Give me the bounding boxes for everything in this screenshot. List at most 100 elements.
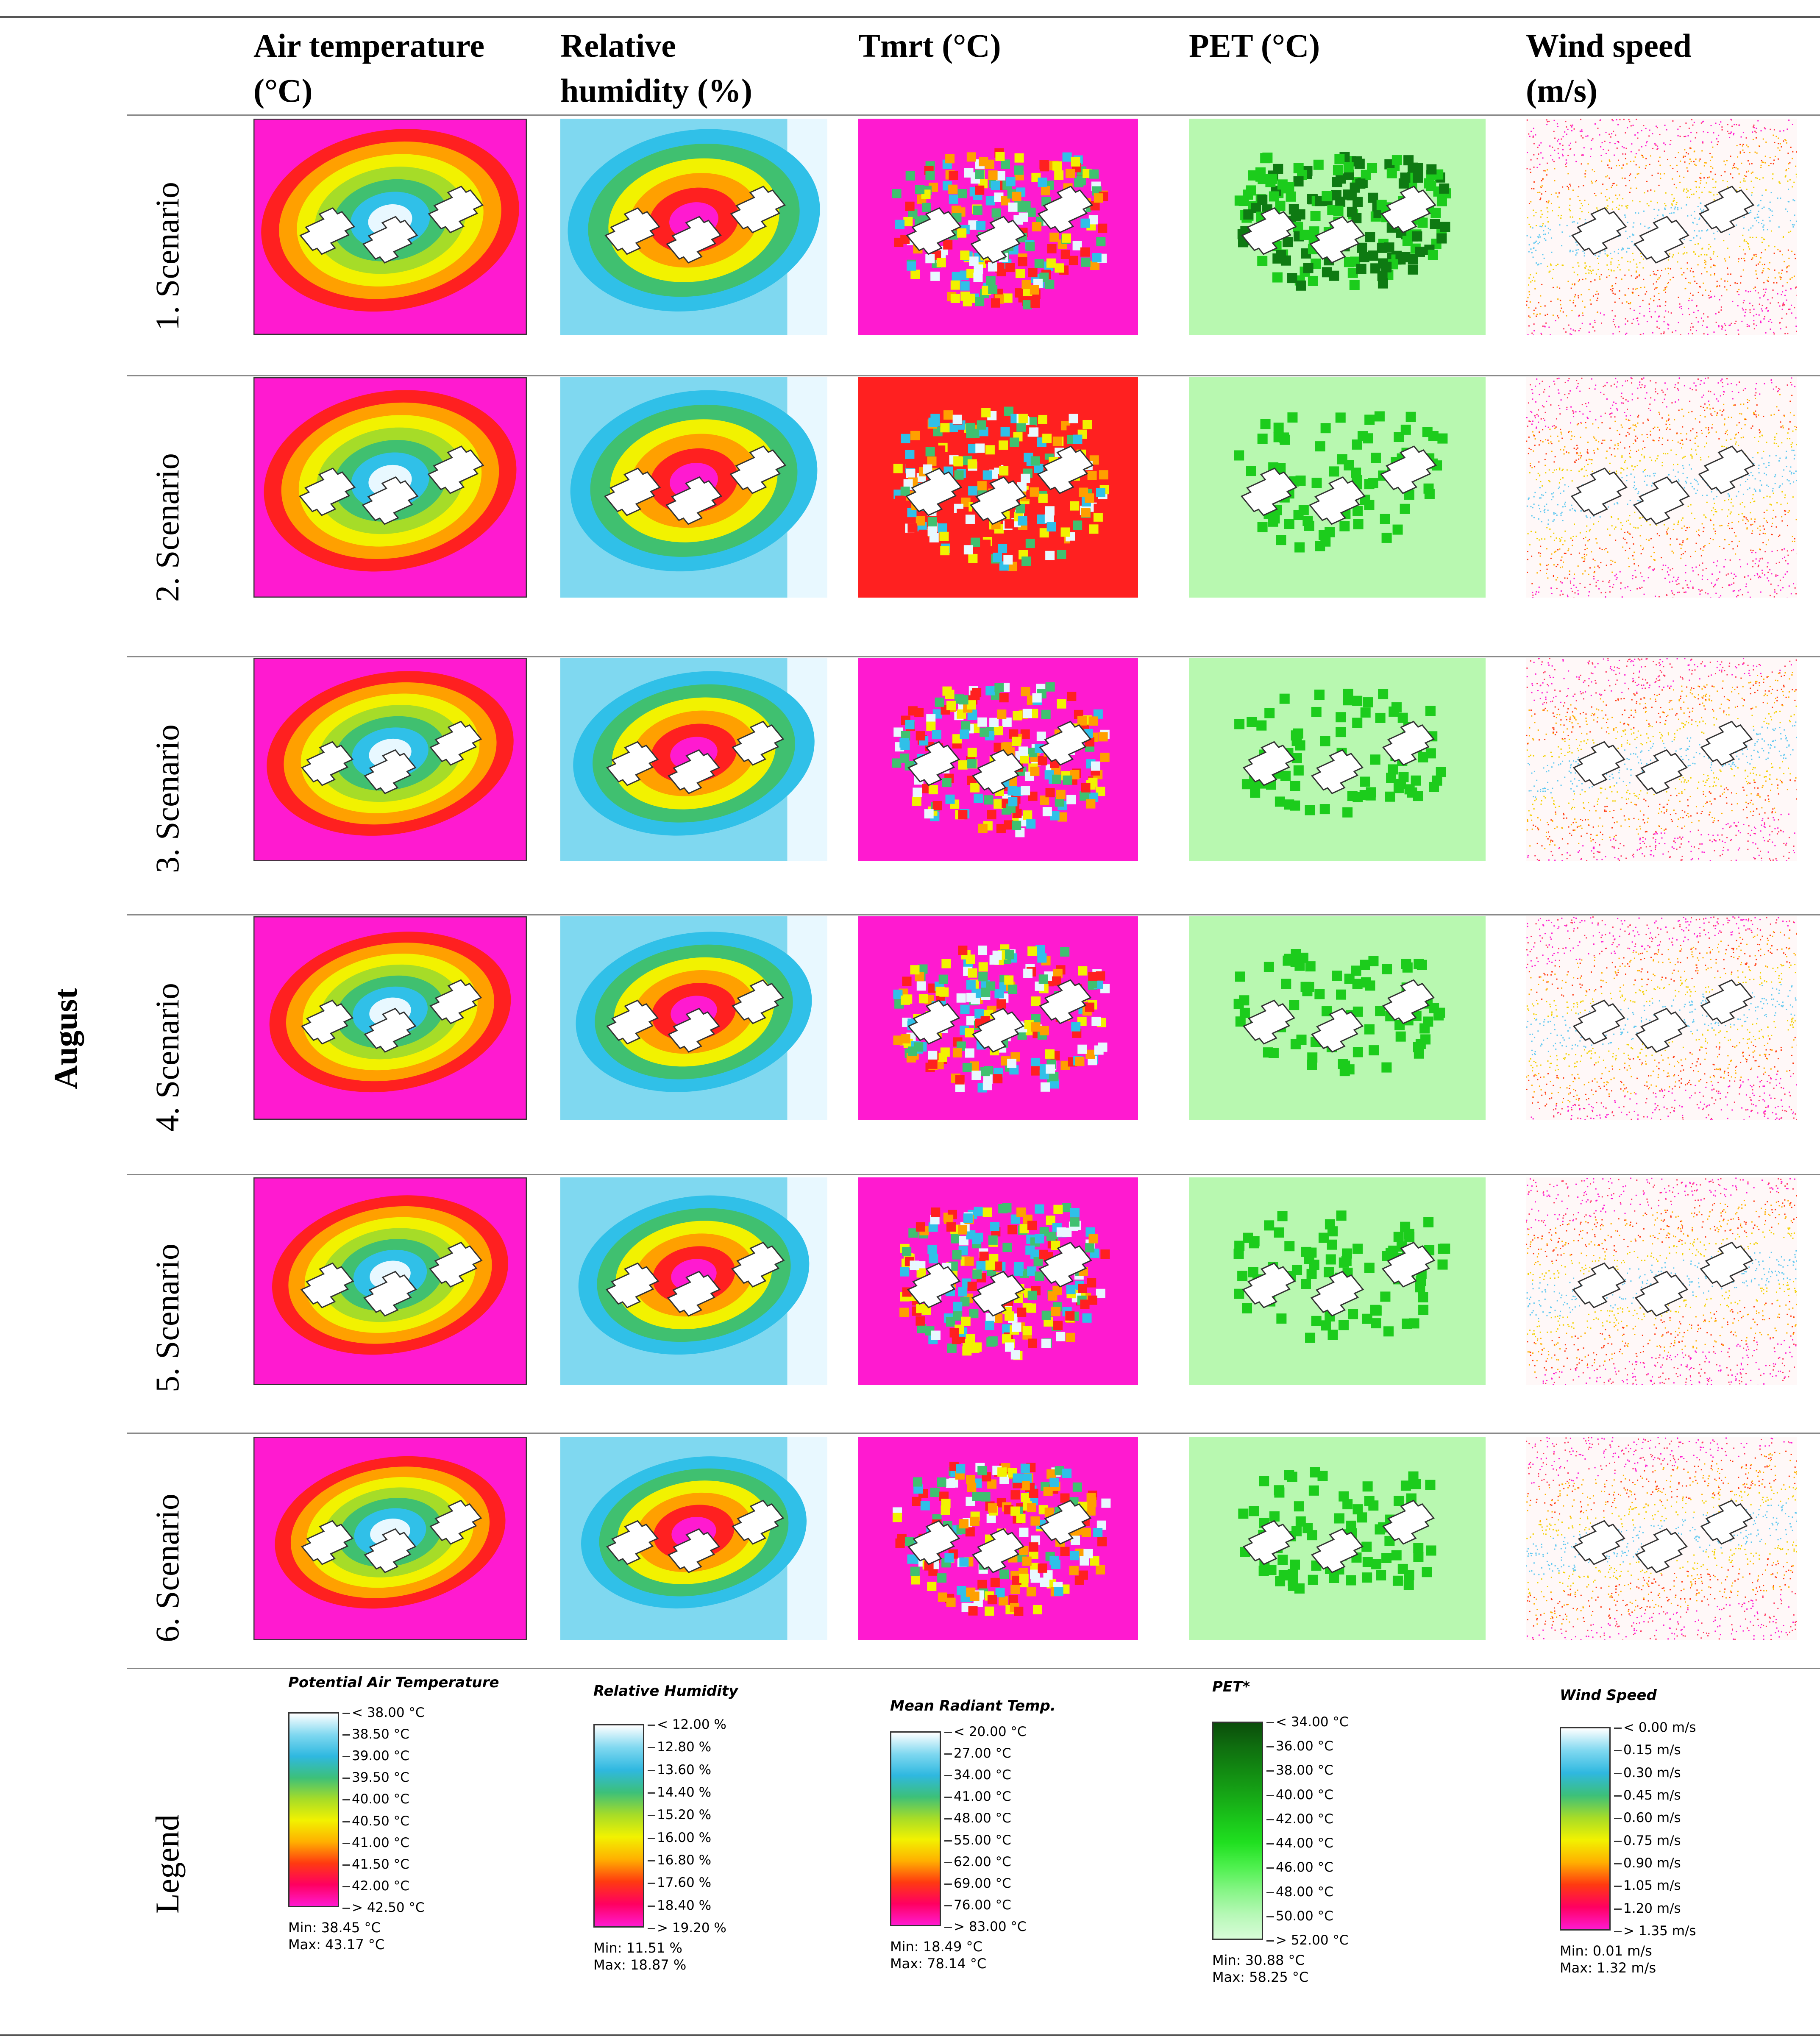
legend-min-max: Min: 38.45 °C Max: 43.17 °C: [288, 1919, 384, 1953]
legend-max-value: Max: 78.14 °C: [890, 1956, 987, 1972]
legend-tick-label: 40.50 °C: [342, 1813, 409, 1829]
legend-tick-label: > 52.00 °C: [1266, 1933, 1349, 1948]
legend-tick-label: 39.50 °C: [342, 1770, 409, 1786]
legend-tick-label: 0.60 m/s: [1614, 1810, 1681, 1826]
building-footprint: [907, 1520, 960, 1565]
building-footprint: [1241, 207, 1297, 255]
legend-tick-label: < 12.00 %: [648, 1717, 726, 1732]
building-footprint: [300, 1262, 354, 1308]
row-divider-4: [127, 1174, 1820, 1175]
building-footprint: [1309, 216, 1365, 264]
map-air-temperature-scenario-5: [253, 1177, 527, 1385]
legend-tick-label: 0.90 m/s: [1614, 1856, 1681, 1871]
building-footprint: [907, 999, 960, 1045]
building-footprint: [1572, 741, 1625, 786]
building-footprint: [1571, 207, 1627, 255]
building-footprint: [604, 207, 660, 255]
map-pet-scenario-1: [1189, 119, 1486, 335]
map-air-temperature-scenario-3: [253, 658, 527, 861]
legend-tick-label: 55.00 °C: [944, 1832, 1011, 1848]
legend-tick-label: 17.60 %: [647, 1875, 712, 1891]
legend-color-bar: [288, 1712, 339, 1907]
building-footprint: [606, 741, 659, 786]
column-header-wind-speed: Wind speed (m/s): [1526, 27, 1692, 109]
building-footprint: [732, 1500, 785, 1545]
map-relative-humidity-scenario-4: [560, 916, 827, 1120]
building-footprint: [971, 1007, 1025, 1053]
building-footprint: [1700, 979, 1753, 1024]
building-footprint: [1380, 185, 1436, 234]
map-relative-humidity-scenario-1: [560, 119, 827, 335]
legend-tick-label: > 42.50 °C: [342, 1900, 425, 1915]
row-label-scenario-2: 2. Scenario: [149, 453, 186, 602]
building-footprint: [1382, 721, 1435, 766]
legend-title: Wind Speed: [1560, 1687, 1657, 1704]
building-footprint: [971, 749, 1025, 794]
building-footprint: [1381, 1241, 1436, 1288]
map-air-temperature-scenario-6: [253, 1437, 527, 1640]
building-footprint: [301, 741, 354, 786]
building-footprint: [429, 979, 482, 1024]
building-footprint: [605, 1262, 660, 1308]
legend-title: Potential Air Temperature: [288, 1674, 499, 1691]
legend-tick-label: < 0.00 m/s: [1614, 1720, 1696, 1735]
legend-min-value: Min: 18.49 °C: [890, 1939, 982, 1955]
building-footprint: [1311, 1007, 1364, 1053]
building-footprint: [971, 1271, 1025, 1317]
building-footprint: [667, 1271, 721, 1317]
map-wind-speed-scenario-1: [1526, 119, 1797, 335]
building-footprint: [969, 476, 1027, 525]
legend-min-value: Min: 38.45 °C: [288, 1920, 381, 1936]
map-relative-humidity-scenario-6: [560, 1437, 827, 1640]
building-footprint: [1242, 1520, 1296, 1565]
building-footprint: [665, 476, 723, 525]
building-footprint: [1037, 445, 1094, 494]
legend-tick-label: 18.40 %: [647, 1897, 712, 1913]
row-label-scenario-5: 5. Scenario: [149, 1244, 186, 1392]
legend-tick-label: 48.00 °C: [944, 1811, 1011, 1826]
building-footprint: [1698, 185, 1755, 234]
map-wind-speed-scenario-3: [1526, 658, 1797, 861]
map-pet-scenario-6: [1189, 1437, 1486, 1640]
legend-tick-label: 0.15 m/s: [1614, 1742, 1681, 1758]
building-footprint: [362, 216, 418, 264]
row-label-legend: Legend: [149, 1814, 186, 1914]
legend-tick-label: 42.00 °C: [1266, 1811, 1333, 1827]
building-footprint: [1308, 476, 1366, 525]
building-footprint: [1700, 721, 1753, 766]
map-tmrt-scenario-2: [858, 377, 1138, 598]
legend-max-value: Max: 18.87 %: [593, 1957, 687, 1973]
legend-tick-label: 50.00 °C: [1266, 1908, 1333, 1924]
legend-max-value: Max: 58.25 °C: [1212, 1969, 1309, 1985]
building-footprint: [1039, 979, 1092, 1024]
legend-tick-label: > 1.35 m/s: [1614, 1923, 1696, 1939]
building-footprint: [1633, 476, 1690, 525]
building-footprint: [1572, 1520, 1625, 1565]
building-footprint: [1037, 185, 1094, 234]
building-footprint: [1700, 1241, 1753, 1288]
legend-tick-label: 44.00 °C: [1266, 1836, 1333, 1851]
legend-tick-label: 36.00 °C: [1266, 1739, 1333, 1754]
top-rule: [0, 16, 1820, 18]
map-pet-scenario-3: [1189, 658, 1486, 861]
legend-min-max: Min: 18.49 °C Max: 78.14 °C: [890, 1938, 986, 1972]
legend-color-bar: [1560, 1727, 1611, 1931]
legend-title: PET*: [1212, 1678, 1250, 1695]
building-footprint: [1572, 999, 1625, 1045]
map-pet-scenario-5: [1189, 1177, 1486, 1385]
building-footprint: [1382, 979, 1435, 1024]
building-footprint: [1039, 1500, 1092, 1545]
legend-tick-label: 14.40 %: [647, 1785, 712, 1800]
legend-tick-label: 34.00 °C: [944, 1767, 1011, 1783]
map-tmrt-scenario-4: [858, 916, 1138, 1120]
building-footprint: [299, 467, 356, 516]
legend-tick-label: 39.00 °C: [342, 1748, 409, 1764]
building-footprint: [1242, 741, 1296, 786]
map-air-temperature-scenario-2: [253, 377, 527, 598]
legend-tick-label: 41.00 °C: [342, 1835, 409, 1850]
building-footprint: [301, 1520, 354, 1565]
map-pet-scenario-4: [1189, 916, 1486, 1120]
building-footprint: [1240, 467, 1298, 516]
row-divider-5: [127, 1433, 1820, 1434]
map-air-temperature-scenario-1: [253, 119, 527, 335]
